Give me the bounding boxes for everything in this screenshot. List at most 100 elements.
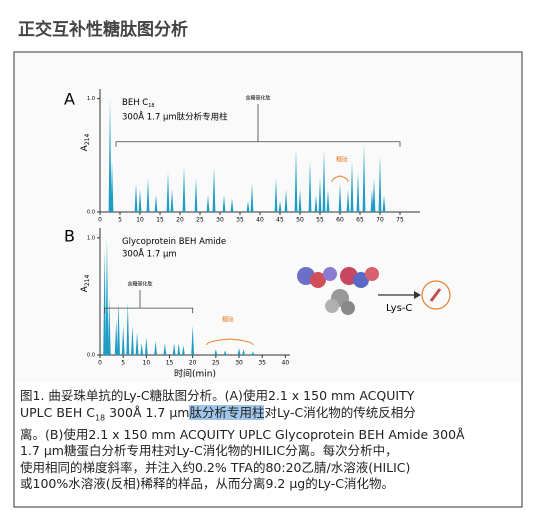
page-title: 正交互补性糖肽图分析	[18, 19, 188, 40]
x-tick-label: 5	[118, 217, 122, 224]
peak	[114, 319, 118, 355]
y-axis-label-main: A	[80, 144, 90, 151]
column-name: Glycoprotein BEH Amide	[122, 237, 226, 247]
panel-label: A	[64, 90, 75, 109]
peak	[154, 195, 158, 212]
peak	[135, 331, 139, 355]
peak	[314, 195, 318, 212]
peak	[206, 195, 210, 212]
highlight-brace	[206, 338, 254, 346]
caption-sub: 18	[94, 413, 106, 423]
x-tick-label: 25	[212, 360, 220, 367]
x-tick-label: 70	[376, 217, 384, 224]
x-tick-label: 50	[296, 217, 304, 224]
peak	[356, 172, 360, 212]
caption-highlight: 肽分析专用柱	[189, 404, 265, 420]
peak	[194, 178, 198, 212]
peak	[251, 351, 255, 355]
x-tick-label: 10	[136, 217, 144, 224]
peptide-circle	[421, 280, 451, 310]
peak	[144, 337, 148, 355]
x-tick-label: 15	[166, 360, 174, 367]
peak	[212, 166, 216, 212]
peak	[274, 178, 278, 212]
y-axis-label-main: A	[80, 285, 90, 292]
peak	[318, 178, 322, 212]
peak	[284, 189, 288, 212]
peak	[378, 155, 382, 212]
peak	[182, 166, 186, 212]
caption-line: 或100%水溶液(反相)稀释的样品，从而分离9.2 µg的Ly-C消化物。	[20, 476, 394, 492]
y-axis-label: A214	[80, 134, 91, 152]
peak	[237, 347, 241, 355]
highlight-label: 糖肽	[336, 156, 348, 164]
peak	[121, 325, 125, 355]
peak	[250, 183, 254, 212]
peak	[338, 183, 342, 212]
protein-illustration	[297, 267, 379, 315]
caption-text: 对Ly-C消化物的传统反相分	[264, 404, 416, 420]
peak	[191, 325, 195, 355]
column-spec: 300Å 1.7 µm	[122, 248, 177, 260]
peak	[163, 343, 167, 355]
y-tick-label: 1.0	[87, 96, 95, 102]
x-tick-label: 35	[258, 360, 266, 367]
peak	[223, 350, 227, 355]
peak	[182, 345, 185, 355]
y-tick-label: 0.0	[87, 210, 95, 216]
x-tick-label: 45	[276, 217, 284, 224]
bracket	[115, 104, 401, 147]
x-tick-label: 55	[316, 217, 324, 224]
peak	[308, 161, 312, 212]
x-tick-label: 20	[176, 217, 184, 224]
x-tick-label: 65	[356, 217, 364, 224]
panel-label: B	[64, 227, 75, 246]
y-tick-label: 1.0	[87, 235, 95, 241]
enzyme-label: Lys-C	[386, 303, 412, 314]
peak	[346, 189, 350, 212]
x-tick-label: 60	[336, 217, 344, 224]
caption-line: UPLC BEH C18 300Å 1.7 µm肽分析专用柱对Ly-C消化物的传…	[20, 404, 520, 427]
x-tick-label: 40	[256, 217, 264, 224]
peak	[138, 189, 142, 212]
peak	[382, 195, 386, 212]
x-tick-label: 30	[235, 360, 243, 367]
caption-line: 离。(B)使用2.1 x 150 mm ACQUITY UPLC Glycopr…	[20, 426, 465, 442]
caption: 图1. 曲妥珠单抗的Ly-C糖肽图分析。(A)使用2.1 x 150 mm AC…	[20, 388, 520, 493]
caption-line: 使用相同的梯度斜率，并注入约0.2% TFA的80:20乙腈/水溶液(HILIC…	[20, 459, 411, 475]
peak	[103, 249, 107, 355]
bracket-label: 含糖基化肽	[127, 281, 152, 288]
column-name-main: BEH C	[122, 98, 148, 108]
x-axis-label: 时间(min)	[174, 368, 216, 380]
caption-text: UPLC BEH C	[20, 404, 95, 420]
y-axis-label: A214	[80, 275, 91, 293]
peak	[107, 296, 111, 355]
bracket	[104, 290, 194, 314]
plot-area-bg	[15, 53, 521, 383]
peak	[230, 198, 234, 212]
bracket-label: 含糖基化肽	[245, 95, 270, 102]
x-tick-label: 25	[196, 217, 204, 224]
peak	[110, 161, 114, 212]
x-tick-label: 5	[121, 360, 125, 367]
peak	[362, 144, 366, 212]
peak	[154, 340, 158, 355]
x-tick-label: 0	[98, 360, 102, 367]
x-tick-label: 15	[156, 217, 164, 224]
caption-line: 图1. 曲妥珠单抗的Ly-C糖肽图分析。(A)使用2.1 x 150 mm AC…	[20, 388, 415, 403]
x-tick-label: 75	[396, 217, 404, 224]
peak	[278, 200, 282, 212]
x-tick-label: 10	[143, 360, 151, 367]
x-tick-label: 30	[216, 217, 224, 224]
peak	[172, 343, 176, 355]
x-tick-label: 35	[236, 217, 244, 224]
highlight-label: 糖肽	[222, 316, 234, 324]
peak	[372, 178, 376, 212]
peptide-icon	[429, 288, 442, 302]
column-name-sub: 18	[148, 103, 154, 109]
peak	[322, 149, 326, 212]
peak	[134, 183, 138, 212]
x-tick-label: 0	[98, 217, 102, 224]
peak	[131, 325, 134, 355]
